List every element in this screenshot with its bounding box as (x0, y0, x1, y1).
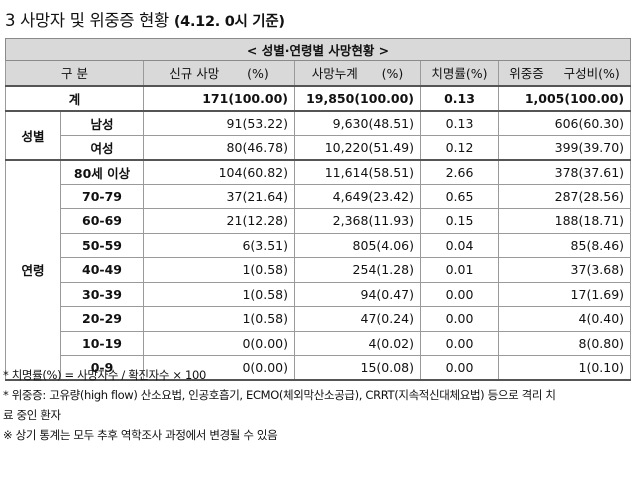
severe-cell: 37(3.68) (497, 257, 632, 283)
fatality-cell: 0.65 (420, 183, 499, 209)
severe-cell: 399(39.70) (497, 134, 632, 161)
table-row: 30-39 1(0.58) 94(0.47) 0.00 17(1.69) (6, 281, 632, 307)
new-deaths-cell: 37(21.64) (143, 183, 295, 209)
severe-cell: 4(0.40) (497, 306, 632, 332)
table-row: 0-9 0(0.00) 15(0.08) 0.00 1(0.10) (6, 355, 632, 381)
row-label: 80세 이상 (60, 159, 144, 185)
new-deaths-cell: 1(0.58) (143, 306, 295, 332)
cum-deaths-cell: 805(4.06) (294, 232, 421, 258)
footnotes: * 치명률(%) = 사망자수 / 확진자수 × 100 * 위중증: 고유량(… (3, 365, 631, 445)
cum-deaths-cell: 2,368(11.93) (294, 208, 421, 234)
row-label: 70-79 (60, 183, 144, 209)
new-deaths-cell: 91(53.22) (143, 110, 295, 136)
total-cum-deaths: 19,850(100.00) (294, 85, 421, 112)
new-deaths-cell: 1(0.58) (143, 257, 295, 283)
row-label: 40-49 (60, 257, 144, 283)
table-row: 40-49 1(0.58) 254(1.28) 0.01 37(3.68) (6, 257, 632, 283)
fatality-cell: 0.13 (420, 110, 499, 136)
row-label: 0-9 (60, 355, 144, 381)
total-fatality: 0.13 (420, 85, 499, 112)
table-row: 여성 80(46.78) 10,220(51.49) 0.12 399(39.70) (6, 134, 632, 161)
severe-cell: 17(1.69) (497, 281, 632, 307)
severe-cell: 1(0.10) (497, 355, 632, 381)
table-row: 50-59 6(3.51) 805(4.06) 0.04 85(8.46) (6, 232, 632, 258)
table-row: 60-69 21(12.28) 2,368(11.93) 0.15 188(18.71) (6, 208, 632, 234)
row-label: 50-59 (60, 232, 144, 258)
footnote-severe-cont: 료 중인 환자 (3, 408, 61, 422)
fatality-cell: 0.00 (420, 355, 499, 381)
cum-deaths-cell: 254(1.28) (294, 257, 421, 283)
new-deaths-cell: 1(0.58) (143, 281, 295, 307)
cum-deaths-cell: 94(0.47) (294, 281, 421, 307)
col-header-new-deaths: 신규 사망 (%) (143, 60, 295, 87)
new-deaths-cell: 104(60.82) (143, 159, 295, 185)
fatality-cell: 0.00 (420, 281, 499, 307)
table-row: 20-29 1(0.58) 47(0.24) 0.00 4(0.40) (6, 306, 632, 332)
new-deaths-cell: 80(46.78) (143, 134, 295, 161)
severe-cell: 85(8.46) (497, 232, 632, 258)
fatality-cell: 0.01 (420, 257, 499, 283)
table-row: 연령 80세 이상 104(60.82) 11,614(58.51) 2.66 378(3… (5, 159, 632, 381)
footnote-disclaimer: ※ 상기 통계는 모두 추후 역학조사 과정에서 변경될 수 있음 (3, 428, 278, 442)
table-caption: < 성별·연령별 사망현황 > (4, 38, 632, 61)
footnote-fatality: * 치명률(%) = 사망자수 / 확진자수 × 100 (3, 368, 206, 382)
table-caption-row: < 성별·연령별 사망현황 > (4, 38, 632, 61)
table-row: 10-19 0(0.00) 4(0.02) 0.00 8(0.80) (6, 330, 632, 356)
fatality-cell: 0.04 (420, 232, 499, 258)
table-row: 성별 남성 91(53.22) 9,630(48.51) 0.13 606(60.30) (5, 110, 632, 161)
header-row: 구 분 신규 사망 (%) 사망누계 (%) 치명률(%) 위중증 구성비(%) (5, 60, 632, 87)
table-row: 70-79 37(21.64) 4,649(23.42) 0.65 287(28.56) (6, 183, 632, 209)
col-header-category: 구 분 (5, 60, 144, 87)
total-severe: 1,005(100.00) (497, 85, 632, 112)
col-header-severe: 위중증 구성비(%) (497, 60, 632, 87)
cum-deaths-cell: 4,649(23.42) (294, 183, 421, 209)
fatality-cell: 2.66 (420, 159, 499, 185)
fatality-cell: 0.15 (420, 208, 499, 234)
total-row: 계 171(100.00) 19,850(100.00) 0.13 1,005(… (5, 85, 632, 112)
reference-date: (4.12. 0시 기준) (173, 14, 285, 30)
severe-cell: 8(0.80) (497, 330, 632, 356)
new-deaths-cell: 6(3.51) (143, 232, 295, 258)
section-heading: 3 사망자 및 위중증 현황 (4.12. 0시 기준) (5, 7, 285, 31)
row-label: 60-69 (60, 208, 144, 234)
row-label: 남성 (60, 110, 144, 136)
row-label: 여성 (60, 134, 144, 161)
row-label: 30-39 (60, 281, 144, 307)
new-deaths-cell: 0(0.00) (143, 355, 295, 381)
col-header-fatality: 치명률(%) (420, 60, 499, 87)
age-group-label: 연령 (5, 159, 61, 381)
severe-cell: 378(37.61) (497, 159, 632, 185)
cum-deaths-cell: 4(0.02) (294, 330, 421, 356)
section-title: 3 사망자 및 위중증 현황 (5, 11, 169, 30)
fatality-cell: 0.00 (420, 306, 499, 332)
severe-cell: 188(18.71) (497, 208, 632, 234)
total-new-deaths: 171(100.00) (143, 85, 295, 112)
footnote-severe: * 위중증: 고유량(high flow) 산소요법, 인공호흡기, ECMO(… (3, 388, 556, 402)
cum-deaths-cell: 10,220(51.49) (294, 134, 421, 161)
col-header-cum-deaths: 사망누계 (%) (294, 60, 421, 87)
row-label: 10-19 (60, 330, 144, 356)
cum-deaths-cell: 47(0.24) (294, 306, 421, 332)
fatality-cell: 0.00 (420, 330, 499, 356)
cum-deaths-cell: 11,614(58.51) (294, 159, 421, 185)
row-label: 20-29 (60, 306, 144, 332)
new-deaths-cell: 0(0.00) (143, 330, 295, 356)
cum-deaths-cell: 9,630(48.51) (294, 110, 421, 136)
death-status-table: < 성별·연령별 사망현황 > 구 분 신규 사망 (%) 사망누계 (%) 치… (4, 38, 632, 381)
total-label: 계 (5, 85, 144, 112)
severe-cell: 606(60.30) (497, 110, 632, 136)
severe-cell: 287(28.56) (497, 183, 632, 209)
new-deaths-cell: 21(12.28) (143, 208, 295, 234)
sex-group-label: 성별 (5, 110, 61, 161)
fatality-cell: 0.12 (420, 134, 499, 161)
